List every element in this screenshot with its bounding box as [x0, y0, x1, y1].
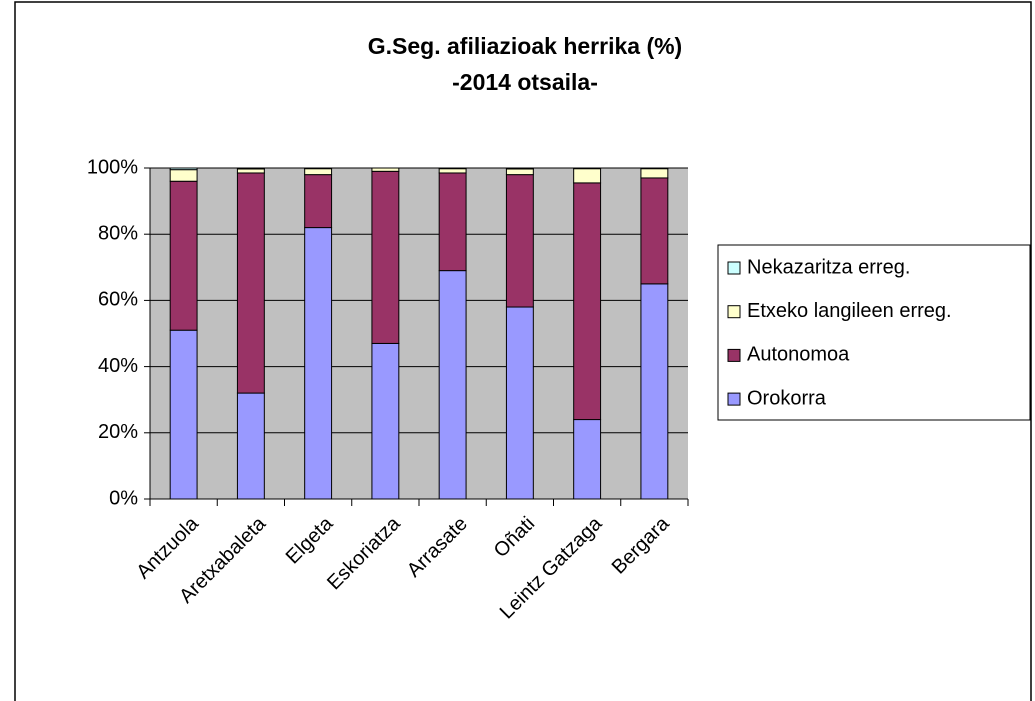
chart-subtitle: -2014 otsaila-: [452, 69, 598, 95]
bar-segment: [438, 270, 467, 500]
chart-title: G.Seg. afiliazioak herrika (%): [368, 33, 682, 59]
bar-segment: [371, 170, 400, 344]
legend-label: Etxeko langileen erreg.: [747, 300, 952, 322]
bar-segment: [573, 182, 602, 421]
bar-segment: [169, 180, 198, 331]
bar-segment: [505, 167, 534, 170]
bar-segment: [169, 329, 198, 500]
plot-area: [150, 168, 688, 499]
y-tick-label: 20%: [98, 421, 138, 443]
bar-segment: [505, 174, 534, 308]
bar-segment: [304, 227, 333, 500]
legend-swatch: [727, 305, 741, 319]
legend-swatch: [727, 261, 741, 275]
bar-segment: [236, 168, 265, 174]
bar-segment: [573, 168, 602, 184]
bar-segment: [573, 419, 602, 500]
y-tick-label: 60%: [98, 289, 138, 311]
legend-label: Autonomoa: [747, 344, 850, 366]
bar-segment: [573, 167, 602, 170]
legend-swatch: [727, 348, 741, 362]
y-tick-label: 80%: [98, 222, 138, 244]
legend-box: [717, 244, 1031, 421]
legend-swatch: [727, 392, 741, 406]
bar-segment: [304, 167, 333, 170]
bar-segment: [438, 172, 467, 272]
bar-segment: [640, 167, 669, 170]
bar-segment: [304, 174, 333, 229]
y-tick-label: 100%: [87, 156, 138, 178]
bar-segment: [438, 167, 467, 170]
bar-segment: [236, 392, 265, 500]
legend-label: Nekazaritza erreg.: [747, 256, 910, 278]
y-tick-label: 0%: [109, 487, 138, 509]
bar-segment: [640, 168, 669, 179]
bar-segment: [505, 306, 534, 500]
bar-segment: [236, 172, 265, 394]
legend-label: Orokorra: [747, 387, 827, 409]
bar-segment: [304, 168, 333, 176]
bar-segment: [640, 177, 669, 285]
bar-segment: [169, 169, 198, 182]
bar-segment: [640, 283, 669, 500]
bar-segment: [371, 167, 400, 172]
y-tick-label: 40%: [98, 355, 138, 377]
bar-segment: [371, 342, 400, 500]
bar-segment: [438, 168, 467, 174]
bar-segment: [236, 167, 265, 170]
bar-segment: [169, 167, 198, 171]
bar-segment: [505, 168, 534, 176]
